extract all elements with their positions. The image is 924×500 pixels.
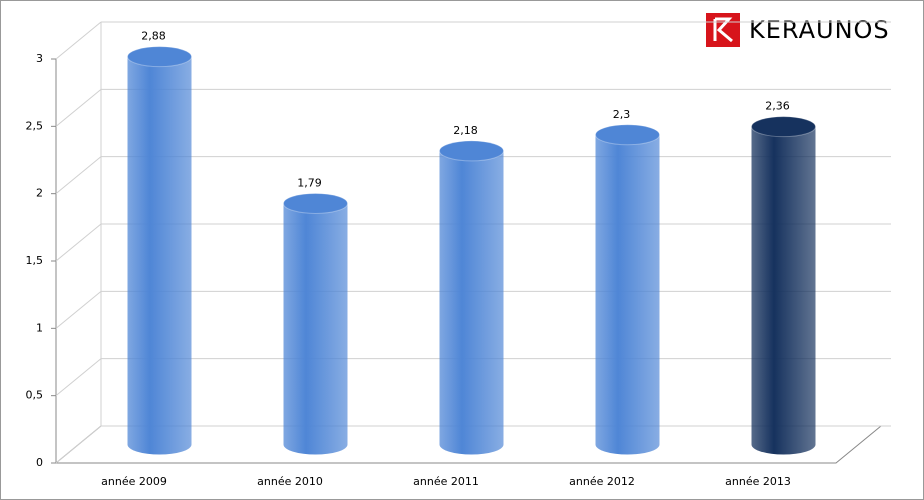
x-tick-label: année 2010 [257,475,323,488]
grid-line [55,156,102,195]
bar [595,134,660,455]
grid-line [55,223,102,262]
bar [751,126,816,455]
x-tick-label: année 2011 [413,475,479,488]
y-tick-label: 0 [36,456,43,469]
bar-top [751,116,816,138]
y-tick-label: 2 [36,187,43,200]
logo: KERAUNOS [706,13,890,47]
value-label: 1,79 [297,176,322,189]
y-tick-label: 1 [36,321,43,334]
y-tick-label: 2,5 [26,119,44,132]
y-tick-label: 0,5 [26,389,44,402]
value-label: 2,3 [613,108,631,121]
x-tick-label: année 2009 [101,475,167,488]
bar [283,203,348,455]
bar-top [127,46,192,68]
x-tick-label: année 2013 [725,475,791,488]
bar-top [595,124,660,146]
logo-glyph [713,17,733,43]
grid-line [55,88,102,127]
grid-line [55,290,102,329]
value-label: 2,88 [141,30,166,43]
logo-text: KERAUNOS [749,16,890,44]
bar [127,56,192,455]
bar-top [439,140,504,162]
value-label: 2,36 [765,100,790,113]
grid-line [55,21,102,60]
y-tick-label: 1,5 [26,254,44,267]
grid-line [55,358,102,397]
y-tick-label: 3 [36,52,43,65]
bar [439,150,504,455]
value-label: 2,18 [453,124,478,137]
grid-line [55,425,102,464]
bar-top [283,192,348,214]
x-tick-label: année 2012 [569,475,635,488]
